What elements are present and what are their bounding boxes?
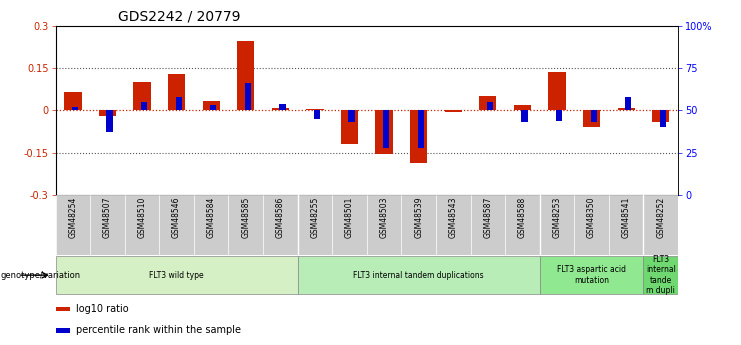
Bar [314, 110, 320, 119]
Bar [298, 256, 539, 294]
Bar [306, 109, 324, 110]
Text: GSM48510: GSM48510 [138, 197, 147, 238]
Bar [90, 195, 124, 255]
Bar [159, 195, 194, 255]
Bar [376, 110, 393, 154]
Text: GSM48539: GSM48539 [414, 197, 423, 238]
Text: FLT3
internal
tande
m dupli: FLT3 internal tande m dupli [646, 255, 676, 295]
Bar [625, 97, 631, 110]
Text: FLT3 wild type: FLT3 wild type [149, 270, 204, 280]
Bar [194, 195, 228, 255]
Bar [643, 256, 678, 294]
Bar [210, 105, 216, 110]
Bar [272, 108, 289, 110]
Bar [348, 110, 355, 122]
Bar [471, 195, 505, 255]
Bar [367, 195, 402, 255]
Text: log10 ratio: log10 ratio [76, 304, 129, 314]
Text: FLT3 internal tandem duplications: FLT3 internal tandem duplications [353, 270, 484, 280]
Text: GSM48501: GSM48501 [345, 197, 354, 238]
Bar [479, 96, 496, 110]
Bar [445, 110, 462, 112]
Bar [64, 92, 82, 110]
Bar [609, 195, 643, 255]
Bar [332, 195, 367, 255]
Bar [591, 110, 597, 122]
Bar [652, 110, 669, 122]
Bar [298, 195, 332, 255]
Text: GSM48588: GSM48588 [518, 197, 527, 238]
Bar [418, 110, 424, 148]
Text: GSM48503: GSM48503 [379, 197, 388, 238]
Bar [539, 195, 574, 255]
Bar [487, 102, 493, 110]
Text: GSM48587: GSM48587 [483, 197, 492, 238]
Bar [263, 195, 298, 255]
Bar [539, 256, 643, 294]
Bar [410, 110, 428, 162]
Text: percentile rank within the sample: percentile rank within the sample [76, 325, 241, 335]
Bar [107, 110, 113, 132]
Bar [522, 110, 528, 122]
Text: GSM48507: GSM48507 [103, 197, 112, 238]
Bar [168, 74, 185, 110]
Text: GSM48541: GSM48541 [622, 197, 631, 238]
Bar [202, 100, 220, 110]
Bar [56, 328, 70, 333]
Bar [237, 41, 254, 110]
Text: GSM48585: GSM48585 [242, 197, 250, 238]
Text: GSM48584: GSM48584 [207, 197, 216, 238]
Bar [402, 195, 436, 255]
Bar [556, 110, 562, 120]
Bar [279, 104, 285, 110]
Text: GSM48350: GSM48350 [587, 197, 596, 238]
Bar [341, 110, 358, 144]
Bar [141, 102, 147, 110]
Text: GSM48543: GSM48543 [449, 197, 458, 238]
Text: GDS2242 / 20779: GDS2242 / 20779 [118, 9, 240, 23]
Text: GSM48252: GSM48252 [657, 197, 665, 238]
Bar [99, 110, 116, 116]
Text: GSM48586: GSM48586 [276, 197, 285, 238]
Bar [574, 195, 609, 255]
Bar [548, 72, 565, 110]
Bar [583, 110, 600, 127]
Text: FLT3 aspartic acid
mutation: FLT3 aspartic acid mutation [557, 265, 626, 285]
Bar [56, 307, 70, 311]
Text: GSM48254: GSM48254 [68, 197, 77, 238]
Bar [56, 256, 298, 294]
Bar [124, 195, 159, 255]
Text: genotype/variation: genotype/variation [1, 270, 81, 280]
Bar [228, 195, 263, 255]
Bar [72, 107, 78, 110]
Bar [659, 110, 666, 127]
Bar [133, 82, 150, 110]
Bar [436, 195, 471, 255]
Bar [514, 105, 531, 110]
Bar [245, 83, 251, 110]
Bar [383, 110, 389, 148]
Text: GSM48253: GSM48253 [553, 197, 562, 238]
Text: GSM48255: GSM48255 [310, 197, 319, 238]
Bar [505, 195, 539, 255]
Bar [176, 97, 182, 110]
Bar [617, 108, 635, 110]
Bar [56, 195, 90, 255]
Bar [643, 195, 678, 255]
Text: GSM48546: GSM48546 [172, 197, 181, 238]
